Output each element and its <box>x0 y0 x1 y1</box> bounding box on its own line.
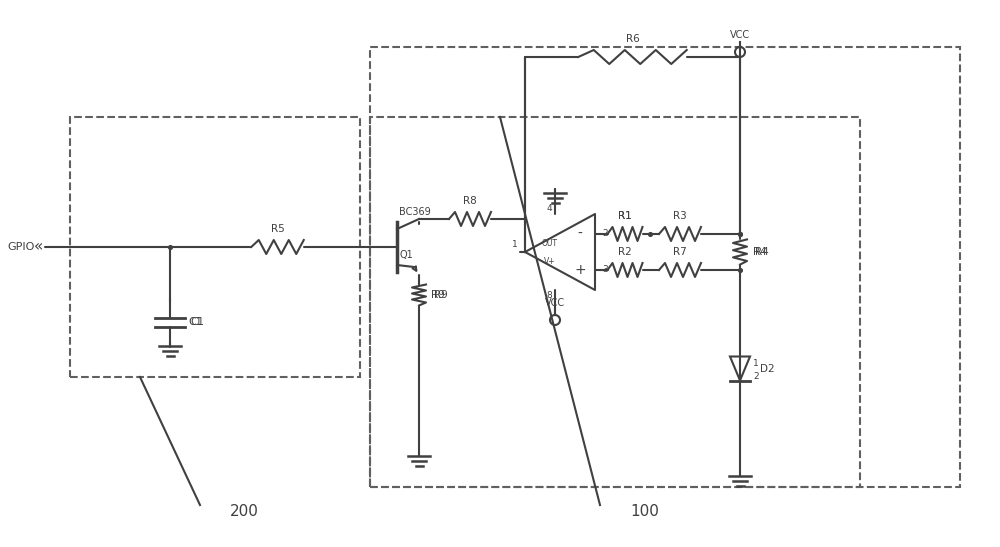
Text: -: - <box>578 227 582 241</box>
Text: 2: 2 <box>602 230 608 238</box>
Text: R4: R4 <box>755 247 769 257</box>
Text: 200: 200 <box>230 504 259 520</box>
Text: R8: R8 <box>463 196 477 206</box>
Text: BC369: BC369 <box>399 207 431 217</box>
Text: R7: R7 <box>673 247 687 257</box>
Text: 8: 8 <box>546 291 552 300</box>
Bar <box>370 117 860 487</box>
Text: VCC: VCC <box>730 30 750 40</box>
Text: R9: R9 <box>434 290 448 300</box>
Text: D2: D2 <box>760 364 775 374</box>
Bar <box>370 47 960 487</box>
Text: 3: 3 <box>602 265 608 275</box>
Bar <box>70 117 360 377</box>
Text: 1: 1 <box>512 240 518 249</box>
Text: C1: C1 <box>188 317 202 327</box>
Text: 4: 4 <box>546 204 552 213</box>
Text: R6: R6 <box>626 34 639 44</box>
Text: 2: 2 <box>753 372 759 381</box>
Text: OUT: OUT <box>542 240 558 248</box>
Text: +: + <box>574 263 586 277</box>
Text: R2: R2 <box>618 247 632 257</box>
Text: R9: R9 <box>431 290 445 300</box>
Text: R5: R5 <box>271 224 284 234</box>
Text: Q1: Q1 <box>400 250 414 260</box>
Text: GPIO: GPIO <box>8 242 35 252</box>
Text: R1: R1 <box>618 211 632 221</box>
Text: R1: R1 <box>618 211 632 221</box>
Text: 1: 1 <box>753 359 759 368</box>
Text: R4: R4 <box>753 247 767 257</box>
Text: C1: C1 <box>190 317 204 327</box>
Text: «: « <box>34 240 43 254</box>
Text: R3: R3 <box>673 211 687 221</box>
Text: V+: V+ <box>544 258 556 266</box>
Text: 100: 100 <box>630 504 659 520</box>
Text: VCC: VCC <box>545 298 565 308</box>
